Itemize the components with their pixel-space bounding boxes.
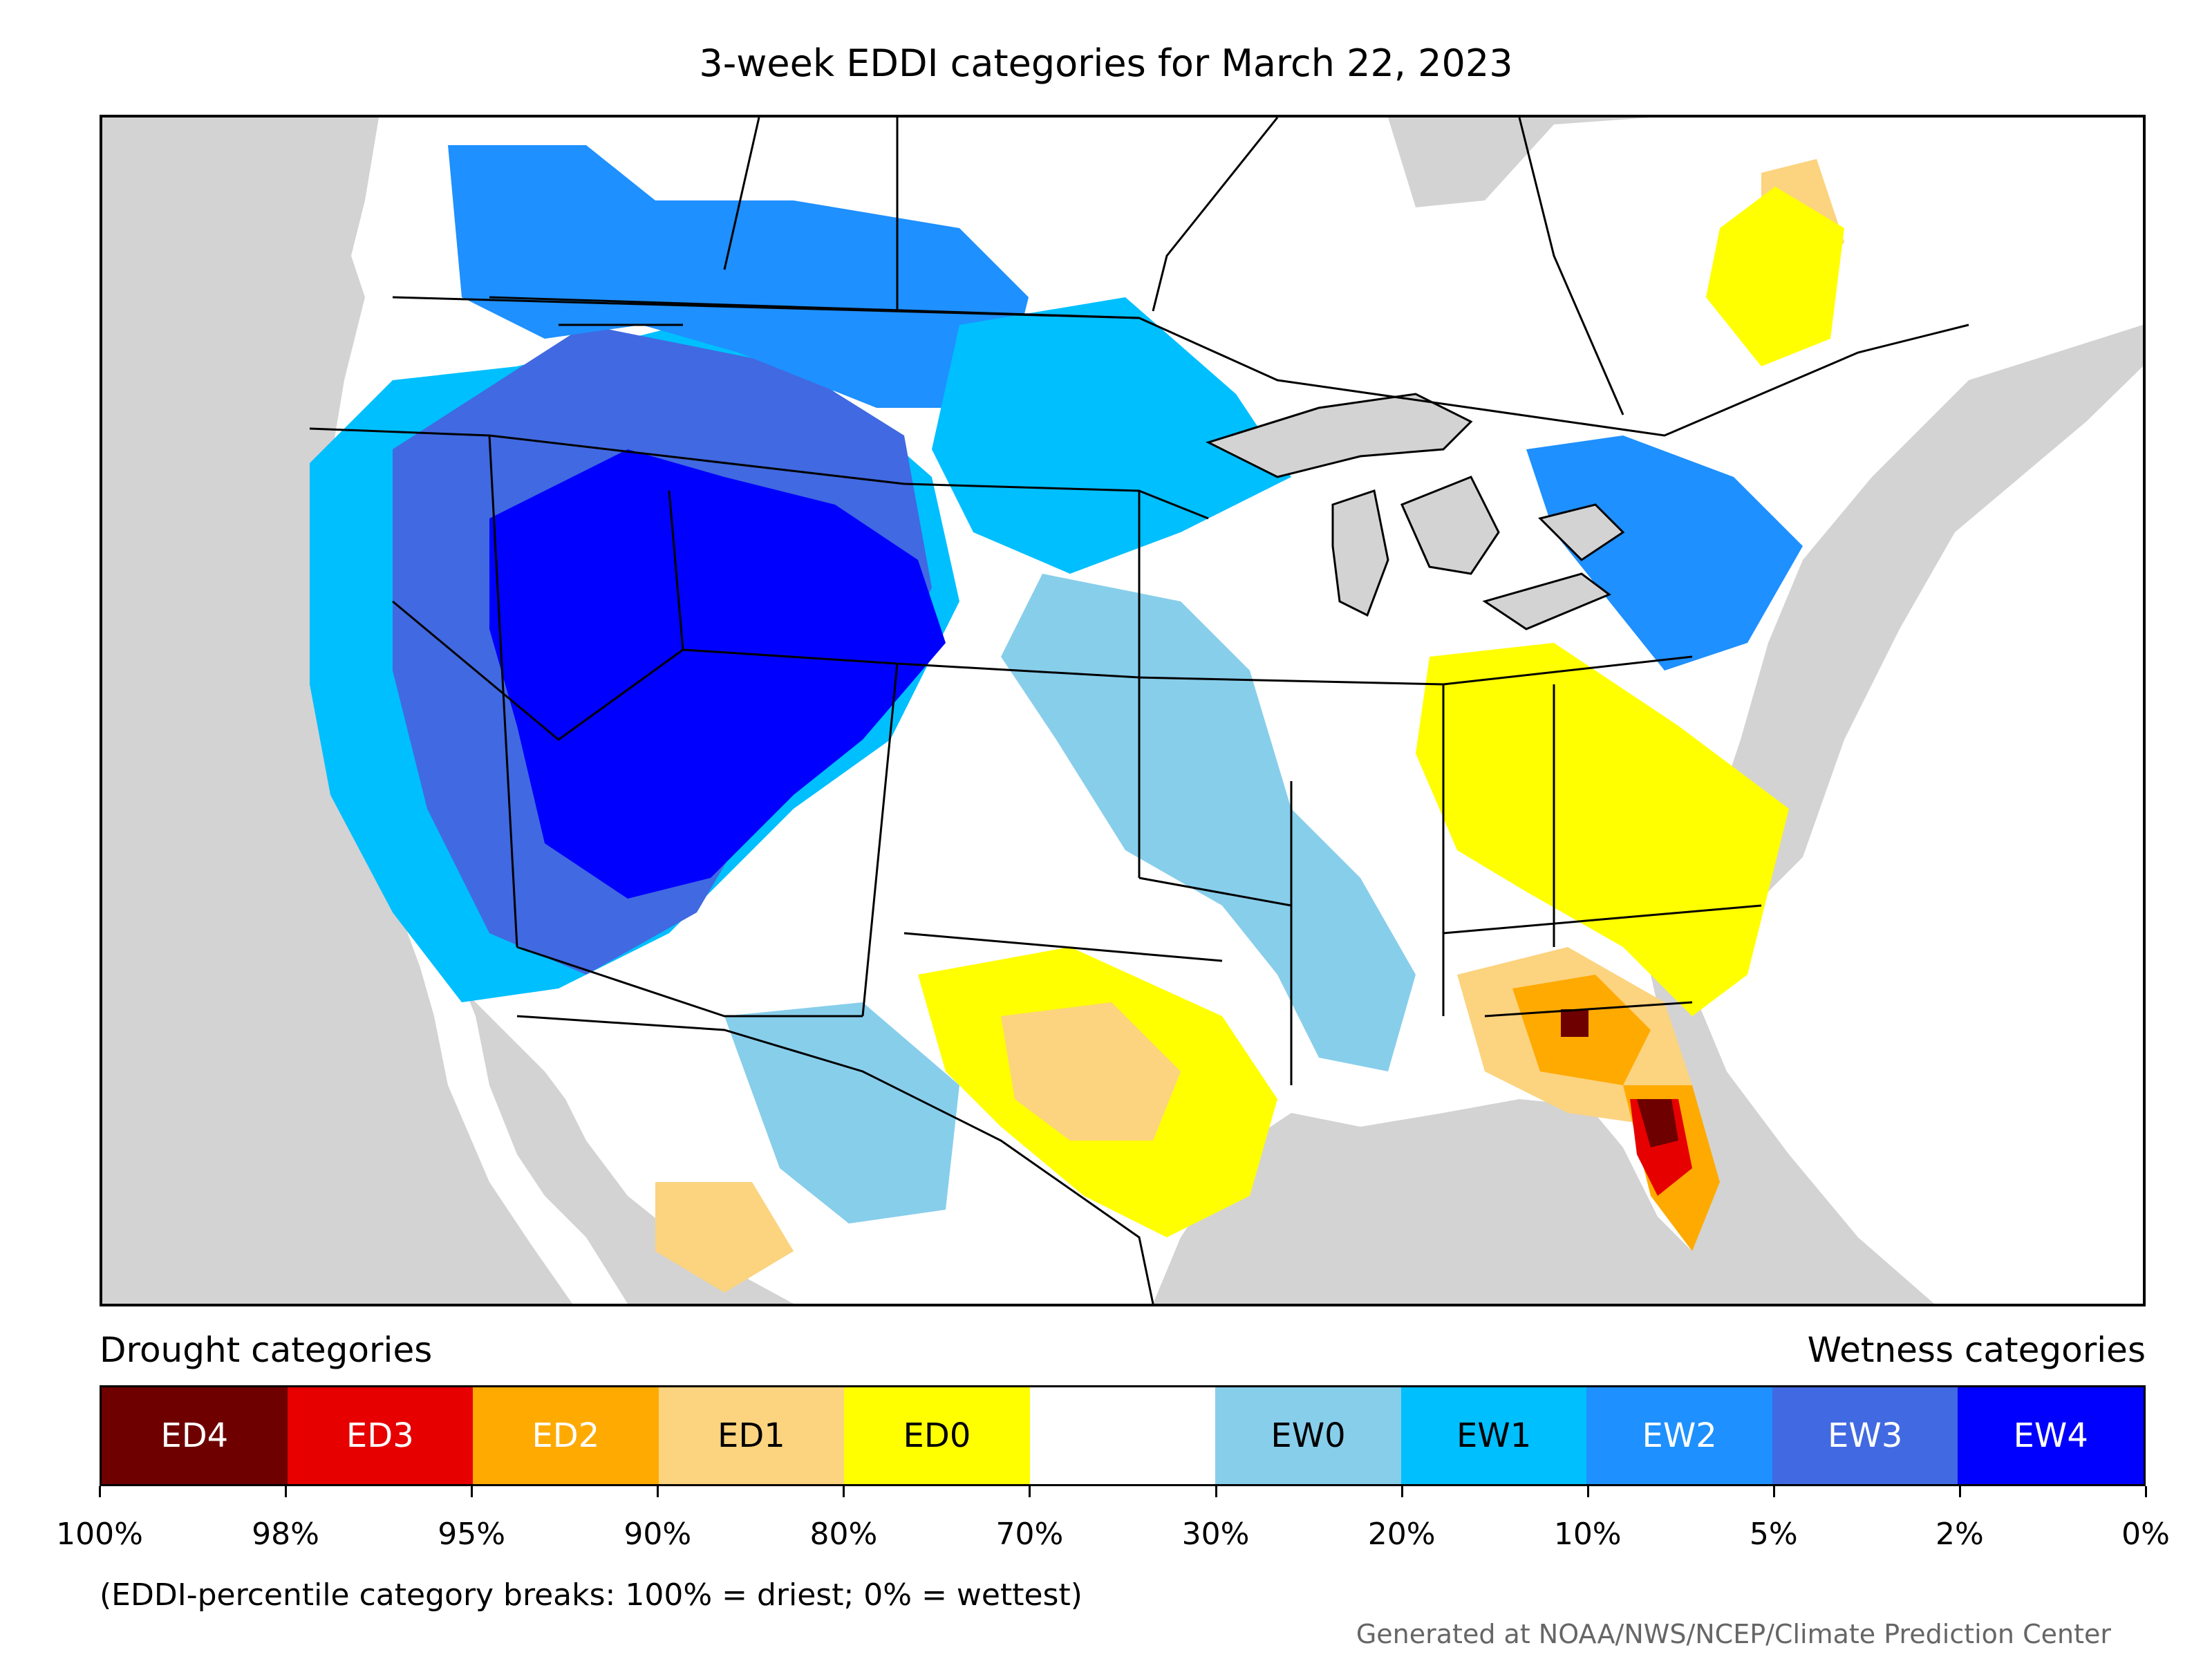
colorbar-ticks <box>99 1486 2147 1500</box>
region-ew0-midwest <box>1001 574 1416 1071</box>
region-ed0-east <box>1416 643 1789 1016</box>
region-ew4-core <box>489 449 946 899</box>
colorbar-tick <box>99 1486 101 1497</box>
colorbar-tick <box>1772 1486 1775 1497</box>
tick-label: 2% <box>1936 1517 1984 1552</box>
tick-label: 0% <box>2121 1517 2170 1552</box>
tick-label: 70% <box>995 1517 1064 1552</box>
category-cell-ed1: ED1 <box>658 1387 845 1484</box>
drought-heading: Drought categories <box>100 1330 433 1370</box>
tick-label: 30% <box>1181 1517 1250 1552</box>
region-ew0-southwest <box>724 1002 959 1224</box>
category-cell-ew2: EW2 <box>1586 1387 1772 1484</box>
colorbar-tick <box>471 1486 474 1497</box>
colorbar-tick <box>1029 1486 1031 1497</box>
tick-label: 80% <box>809 1517 878 1552</box>
region-ed1-mexico <box>655 1182 794 1293</box>
category-colorbar: ED4 ED3 ED2 ED1 ED0 EW0 EW1 EW2 EW3 EW4 <box>100 1385 2146 1486</box>
category-cell-ed0: ED0 <box>844 1387 1030 1484</box>
tick-label: 20% <box>1367 1517 1436 1552</box>
tick-label: 90% <box>624 1517 692 1552</box>
tick-label: 95% <box>438 1517 506 1552</box>
region-ed1-texas <box>1001 1002 1181 1141</box>
map-canvas <box>309 118 2143 1304</box>
tick-label: 100% <box>56 1517 143 1552</box>
category-cell-ed3: ED3 <box>287 1387 474 1484</box>
eddi-map <box>100 115 2146 1306</box>
colorbar-tick <box>1958 1486 1961 1497</box>
colorbar-tick <box>285 1486 288 1497</box>
region-ed4-florida <box>1637 1099 1678 1147</box>
national-boundaries <box>392 118 1969 1304</box>
colorbar-tick <box>1400 1486 1403 1497</box>
category-cell-ew1: EW1 <box>1400 1387 1587 1484</box>
category-cell-ew4: EW4 <box>1958 1387 2144 1484</box>
tick-label: 98% <box>252 1517 319 1552</box>
wetness-heading: Wetness categories <box>1807 1330 2146 1370</box>
tick-label: 10% <box>1553 1517 1622 1552</box>
category-cell-ed2: ED2 <box>473 1387 659 1484</box>
credit-text: Generated at NOAA/NWS/NCEP/Climate Predi… <box>1356 1619 2111 1649</box>
colorbar-tick <box>2145 1486 2147 1497</box>
category-cell-ew3: EW3 <box>1772 1387 1958 1484</box>
map-title: 3-week EDDI categories for March 22, 202… <box>699 41 1513 85</box>
region-ew2-north <box>448 145 1029 408</box>
category-cell-ew0: EW0 <box>1215 1387 1401 1484</box>
region-ew2-great-lakes <box>1526 435 1803 671</box>
region-ed0-quebec <box>1706 187 1844 366</box>
footnote: (EDDI-percentile category breaks: 100% =… <box>100 1577 1082 1613</box>
colorbar-tick <box>657 1486 659 1497</box>
colorbar-tick <box>843 1486 845 1497</box>
colorbar-tick <box>1215 1486 1217 1497</box>
category-cell-ed4: ED4 <box>102 1387 288 1484</box>
category-cell-normal <box>1029 1387 1216 1484</box>
state-boundaries <box>309 296 1762 1085</box>
colorbar-tick <box>1586 1486 1589 1497</box>
tick-label: 5% <box>1749 1517 1798 1552</box>
region-ew1-plains <box>932 297 1291 574</box>
great-lakes <box>1206 393 1625 630</box>
region-ed4-georgia <box>1561 1009 1588 1037</box>
